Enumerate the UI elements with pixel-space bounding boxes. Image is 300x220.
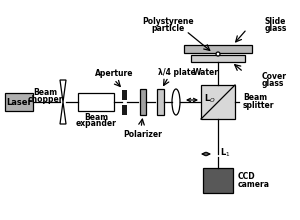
Text: splitter: splitter xyxy=(243,101,274,110)
Polygon shape xyxy=(60,80,66,102)
Text: chopper: chopper xyxy=(27,95,63,103)
Bar xyxy=(122,104,127,114)
Text: Beam: Beam xyxy=(84,112,108,121)
Text: CCD: CCD xyxy=(238,172,256,181)
Text: glass: glass xyxy=(262,79,284,88)
Text: glass: glass xyxy=(265,24,287,33)
Text: λ/4 plate: λ/4 plate xyxy=(158,68,195,77)
Bar xyxy=(78,93,114,111)
Bar xyxy=(201,85,235,119)
Text: camera: camera xyxy=(238,180,270,189)
Text: expander: expander xyxy=(76,119,116,128)
Circle shape xyxy=(216,52,220,56)
Text: Beam: Beam xyxy=(243,92,267,101)
Text: Polystyrene: Polystyrene xyxy=(142,16,194,26)
Bar xyxy=(140,89,146,115)
Text: Polarizer: Polarizer xyxy=(124,130,162,139)
Polygon shape xyxy=(60,102,66,124)
Text: Cover: Cover xyxy=(262,72,286,81)
Text: Water: Water xyxy=(193,68,219,77)
Bar xyxy=(122,90,127,99)
Text: Slide: Slide xyxy=(265,16,286,26)
Text: Beam: Beam xyxy=(33,88,57,97)
Bar xyxy=(184,45,252,53)
Ellipse shape xyxy=(172,89,180,115)
Text: Aperture: Aperture xyxy=(95,69,133,78)
Bar xyxy=(191,55,245,62)
Text: particle: particle xyxy=(152,24,184,33)
Bar xyxy=(5,93,33,111)
Bar xyxy=(203,168,233,193)
Text: L$_1$: L$_1$ xyxy=(220,147,230,159)
Text: L$_O$: L$_O$ xyxy=(204,93,216,105)
Bar xyxy=(157,89,164,115)
Text: Laser: Laser xyxy=(6,97,32,106)
